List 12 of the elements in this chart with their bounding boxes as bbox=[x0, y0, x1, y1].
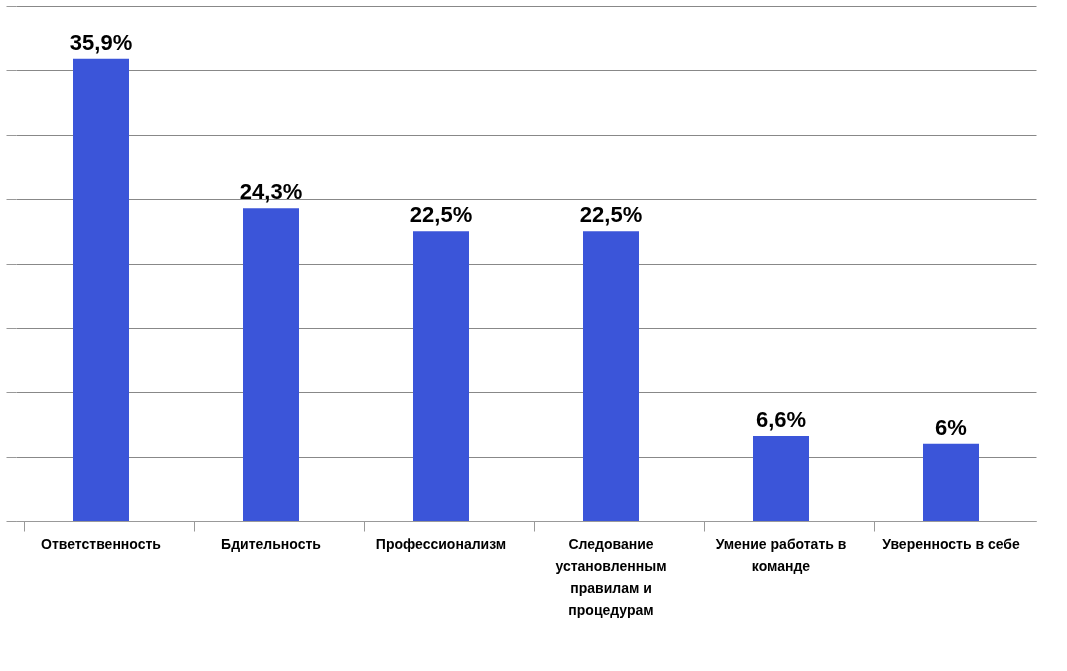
data-label: 22,5% bbox=[409, 202, 473, 228]
data-label: 6% bbox=[935, 414, 967, 440]
x-tick-label: Следование установленным правилам и процедурам bbox=[555, 535, 667, 618]
x-tick-label: Уверенность в себе bbox=[882, 535, 1020, 552]
data-label: 22,5% bbox=[579, 202, 643, 228]
x-tick-label: Умение работать в команде bbox=[715, 535, 847, 574]
data-label: 35,9% bbox=[69, 29, 133, 55]
x-tick-label: Ответственность bbox=[41, 535, 162, 552]
x-tick-label: Бдительность bbox=[221, 535, 322, 552]
data-label: 6,6% bbox=[755, 407, 807, 433]
data-label: 24,3% bbox=[239, 179, 303, 205]
x-tick-label: Профессионализм bbox=[375, 535, 507, 552]
